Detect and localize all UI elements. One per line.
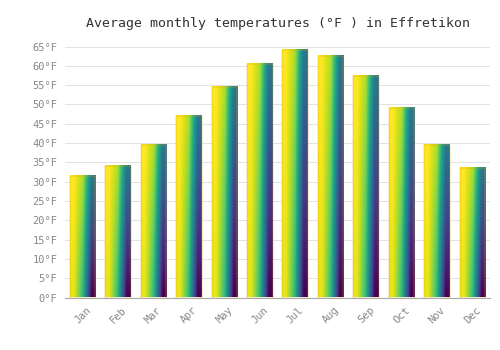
Bar — [141, 145, 167, 298]
Bar — [70, 176, 96, 298]
Bar — [106, 166, 131, 298]
Bar — [247, 64, 272, 298]
Title: Average monthly temperatures (°F ) in Effretikon: Average monthly temperatures (°F ) in Ef… — [86, 17, 469, 30]
Bar — [460, 168, 485, 298]
Bar — [354, 76, 379, 298]
Bar — [388, 108, 414, 298]
Bar — [318, 56, 344, 298]
Bar — [176, 116, 202, 298]
Bar — [424, 145, 450, 298]
Bar — [212, 87, 237, 298]
Bar — [282, 50, 308, 298]
